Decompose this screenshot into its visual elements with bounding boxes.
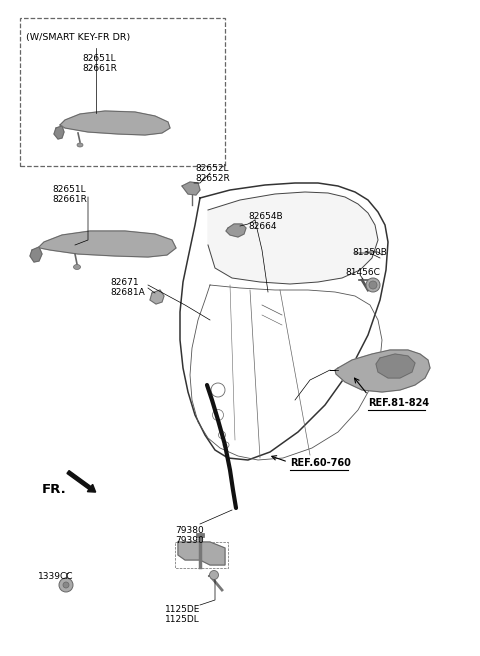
Text: FR.: FR. [42,483,67,496]
Polygon shape [335,350,430,392]
Polygon shape [226,224,246,237]
Circle shape [369,281,377,289]
Polygon shape [54,126,64,139]
Polygon shape [60,111,170,135]
Text: 81456C: 81456C [345,268,380,277]
Text: 81350B: 81350B [352,248,387,257]
Circle shape [366,278,380,292]
Polygon shape [38,231,176,257]
Ellipse shape [73,264,81,270]
Text: 82651L
82661R: 82651L 82661R [52,185,87,205]
Bar [20,18,225,166]
Circle shape [209,571,218,579]
FancyArrow shape [67,470,96,492]
Polygon shape [30,247,42,262]
Polygon shape [208,192,378,284]
Text: REF.60-760: REF.60-760 [290,458,351,468]
Text: REF.81-824: REF.81-824 [368,398,429,408]
Text: (W/SMART KEY-FR DR): (W/SMART KEY-FR DR) [26,33,130,42]
Text: 79380
79390: 79380 79390 [175,526,204,545]
Polygon shape [376,354,415,378]
Bar [196,533,204,537]
Text: 82651L
82661R: 82651L 82661R [82,54,117,73]
Text: 82671
82681A: 82671 82681A [110,278,145,297]
Polygon shape [150,290,164,304]
Polygon shape [182,182,200,195]
Circle shape [59,578,73,592]
Ellipse shape [77,143,83,147]
Circle shape [63,582,69,588]
Text: 82654B
82664: 82654B 82664 [248,212,283,232]
Text: 82652L
82652R: 82652L 82652R [195,164,230,184]
Text: 1339CC: 1339CC [38,572,73,581]
Text: 1125DE
1125DL: 1125DE 1125DL [165,605,200,625]
Polygon shape [178,542,225,565]
